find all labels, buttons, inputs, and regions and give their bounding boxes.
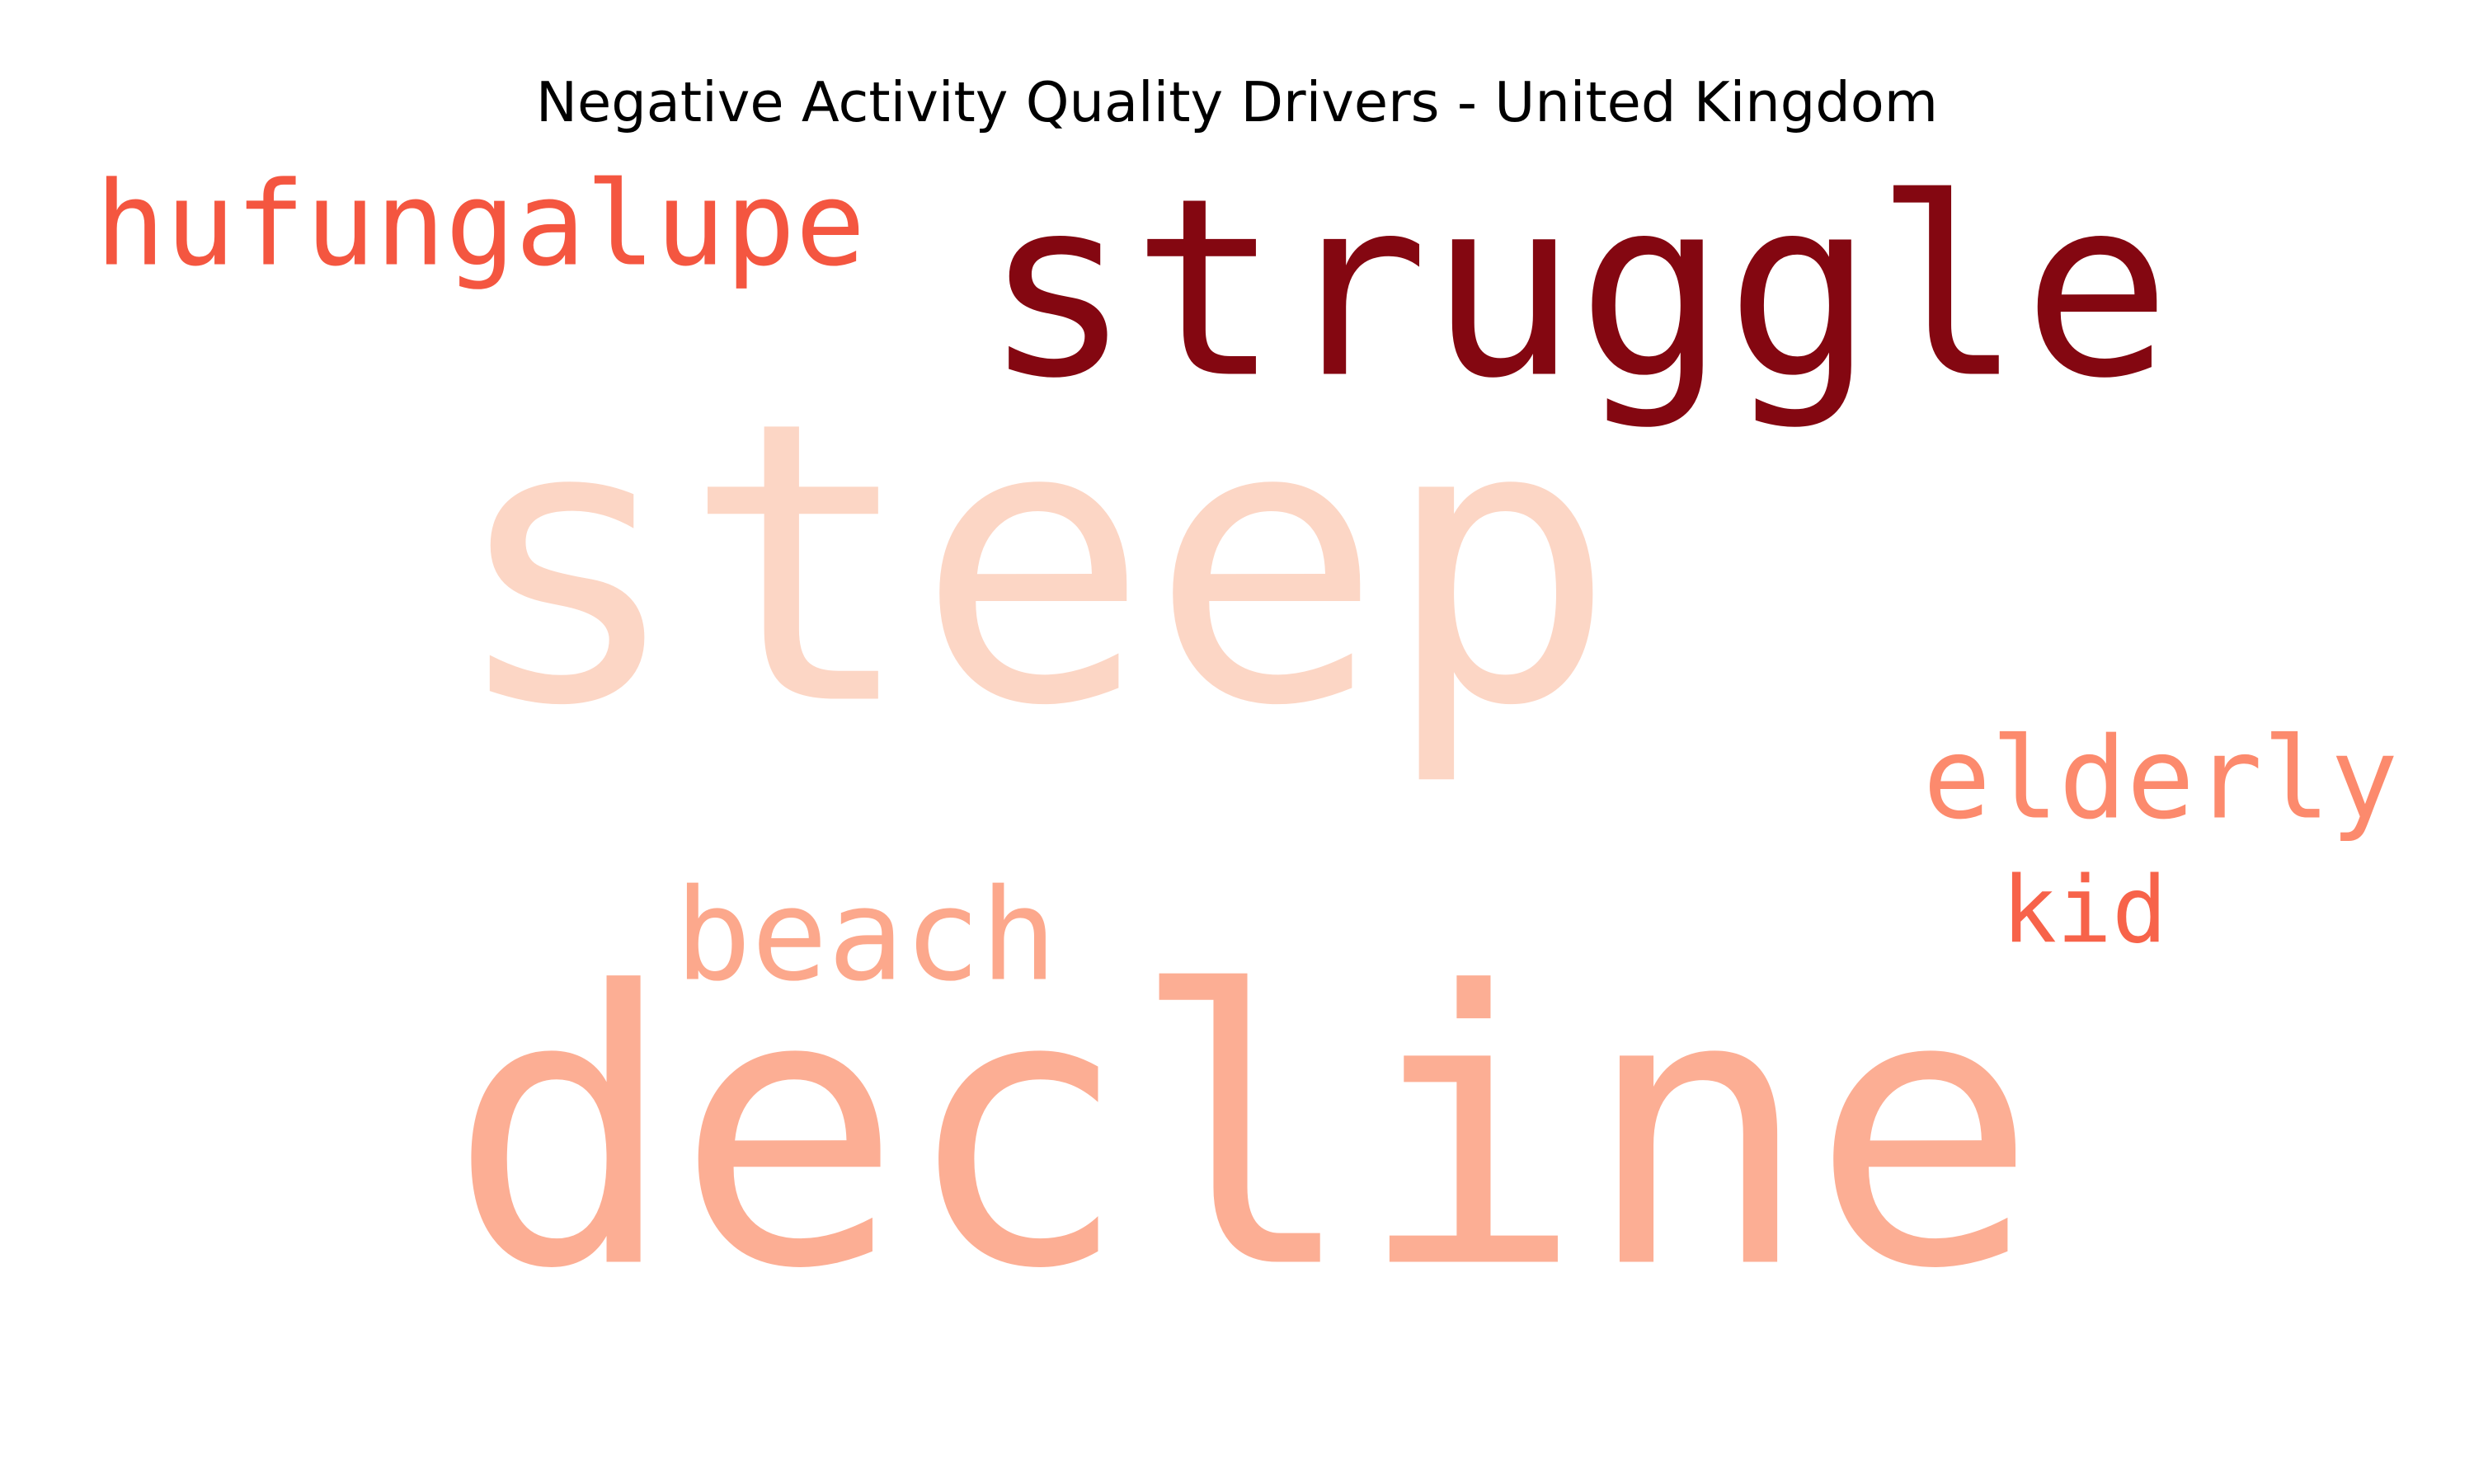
word-elderly: elderly — [1923, 714, 2398, 845]
word-beach: beach — [675, 862, 1056, 1010]
word-decline: decline — [449, 913, 2038, 1351]
word-steep: steep — [449, 340, 1616, 791]
chart-title: Negative Activity Quality Drivers - Unit… — [535, 70, 1939, 134]
word-struggle: struggle — [983, 145, 2171, 433]
word-kid: kid — [2001, 858, 2167, 965]
word-hufungalupe: hufungalupe — [96, 157, 866, 293]
